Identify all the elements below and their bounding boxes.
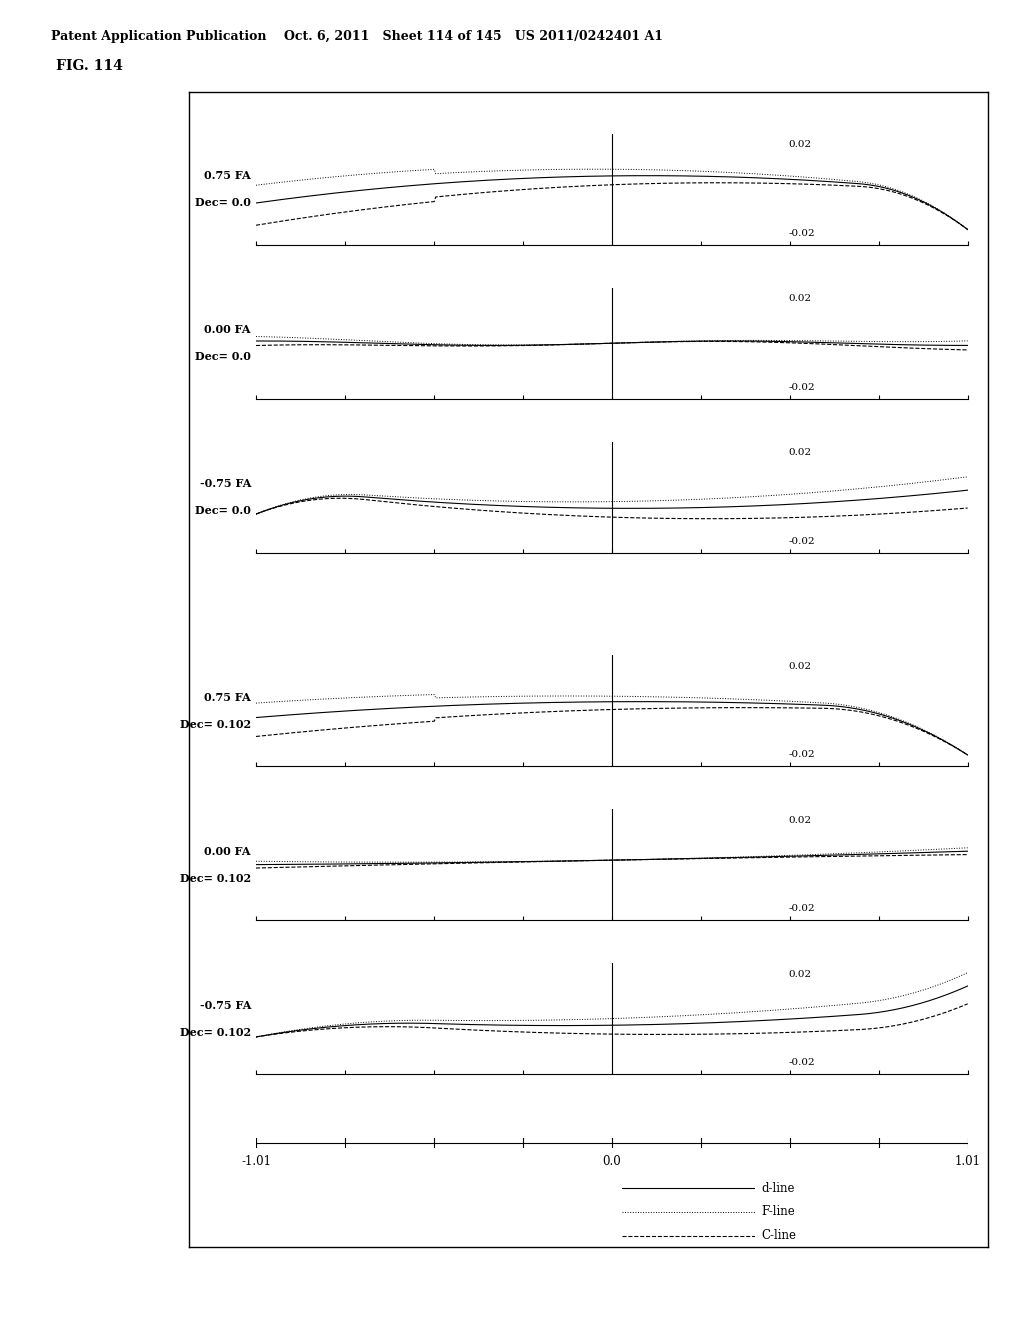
Text: 0.75 FA: 0.75 FA	[204, 170, 251, 181]
Text: -0.02: -0.02	[788, 1059, 815, 1068]
Text: 0.0: 0.0	[602, 1155, 622, 1168]
Text: Dec= 0.102: Dec= 0.102	[180, 718, 251, 730]
Text: 0.02: 0.02	[788, 140, 812, 149]
Text: -0.75 FA: -0.75 FA	[200, 478, 251, 490]
Text: 0.02: 0.02	[788, 970, 812, 978]
Text: Dec= 0.102: Dec= 0.102	[180, 1027, 251, 1038]
Text: FIG. 114: FIG. 114	[56, 59, 123, 74]
Text: 0.00 FA: 0.00 FA	[205, 846, 251, 857]
Text: -0.02: -0.02	[788, 904, 815, 913]
Text: -0.02: -0.02	[788, 230, 815, 238]
Text: d-line: d-line	[762, 1181, 795, 1195]
Text: 0.02: 0.02	[788, 294, 812, 304]
Text: -1.01: -1.01	[241, 1155, 271, 1168]
Text: C-line: C-line	[762, 1229, 797, 1242]
Text: Dec= 0.102: Dec= 0.102	[180, 873, 251, 883]
Text: F-line: F-line	[762, 1205, 795, 1218]
Text: 0.00 FA: 0.00 FA	[205, 325, 251, 335]
Text: 0.02: 0.02	[788, 816, 812, 825]
Text: -0.02: -0.02	[788, 383, 815, 392]
Text: Dec= 0.0: Dec= 0.0	[195, 506, 251, 516]
Text: Patent Application Publication    Oct. 6, 2011   Sheet 114 of 145   US 2011/0242: Patent Application Publication Oct. 6, 2…	[51, 30, 664, 44]
Text: -0.02: -0.02	[788, 537, 815, 546]
Text: 1.01: 1.01	[954, 1155, 981, 1168]
Text: 0.02: 0.02	[788, 661, 812, 671]
Text: Dec= 0.0: Dec= 0.0	[195, 197, 251, 209]
Text: -0.75 FA: -0.75 FA	[200, 999, 251, 1011]
Text: -0.02: -0.02	[788, 751, 815, 759]
Text: 0.02: 0.02	[788, 449, 812, 457]
Text: Dec= 0.0: Dec= 0.0	[195, 351, 251, 362]
Text: 0.75 FA: 0.75 FA	[204, 692, 251, 702]
